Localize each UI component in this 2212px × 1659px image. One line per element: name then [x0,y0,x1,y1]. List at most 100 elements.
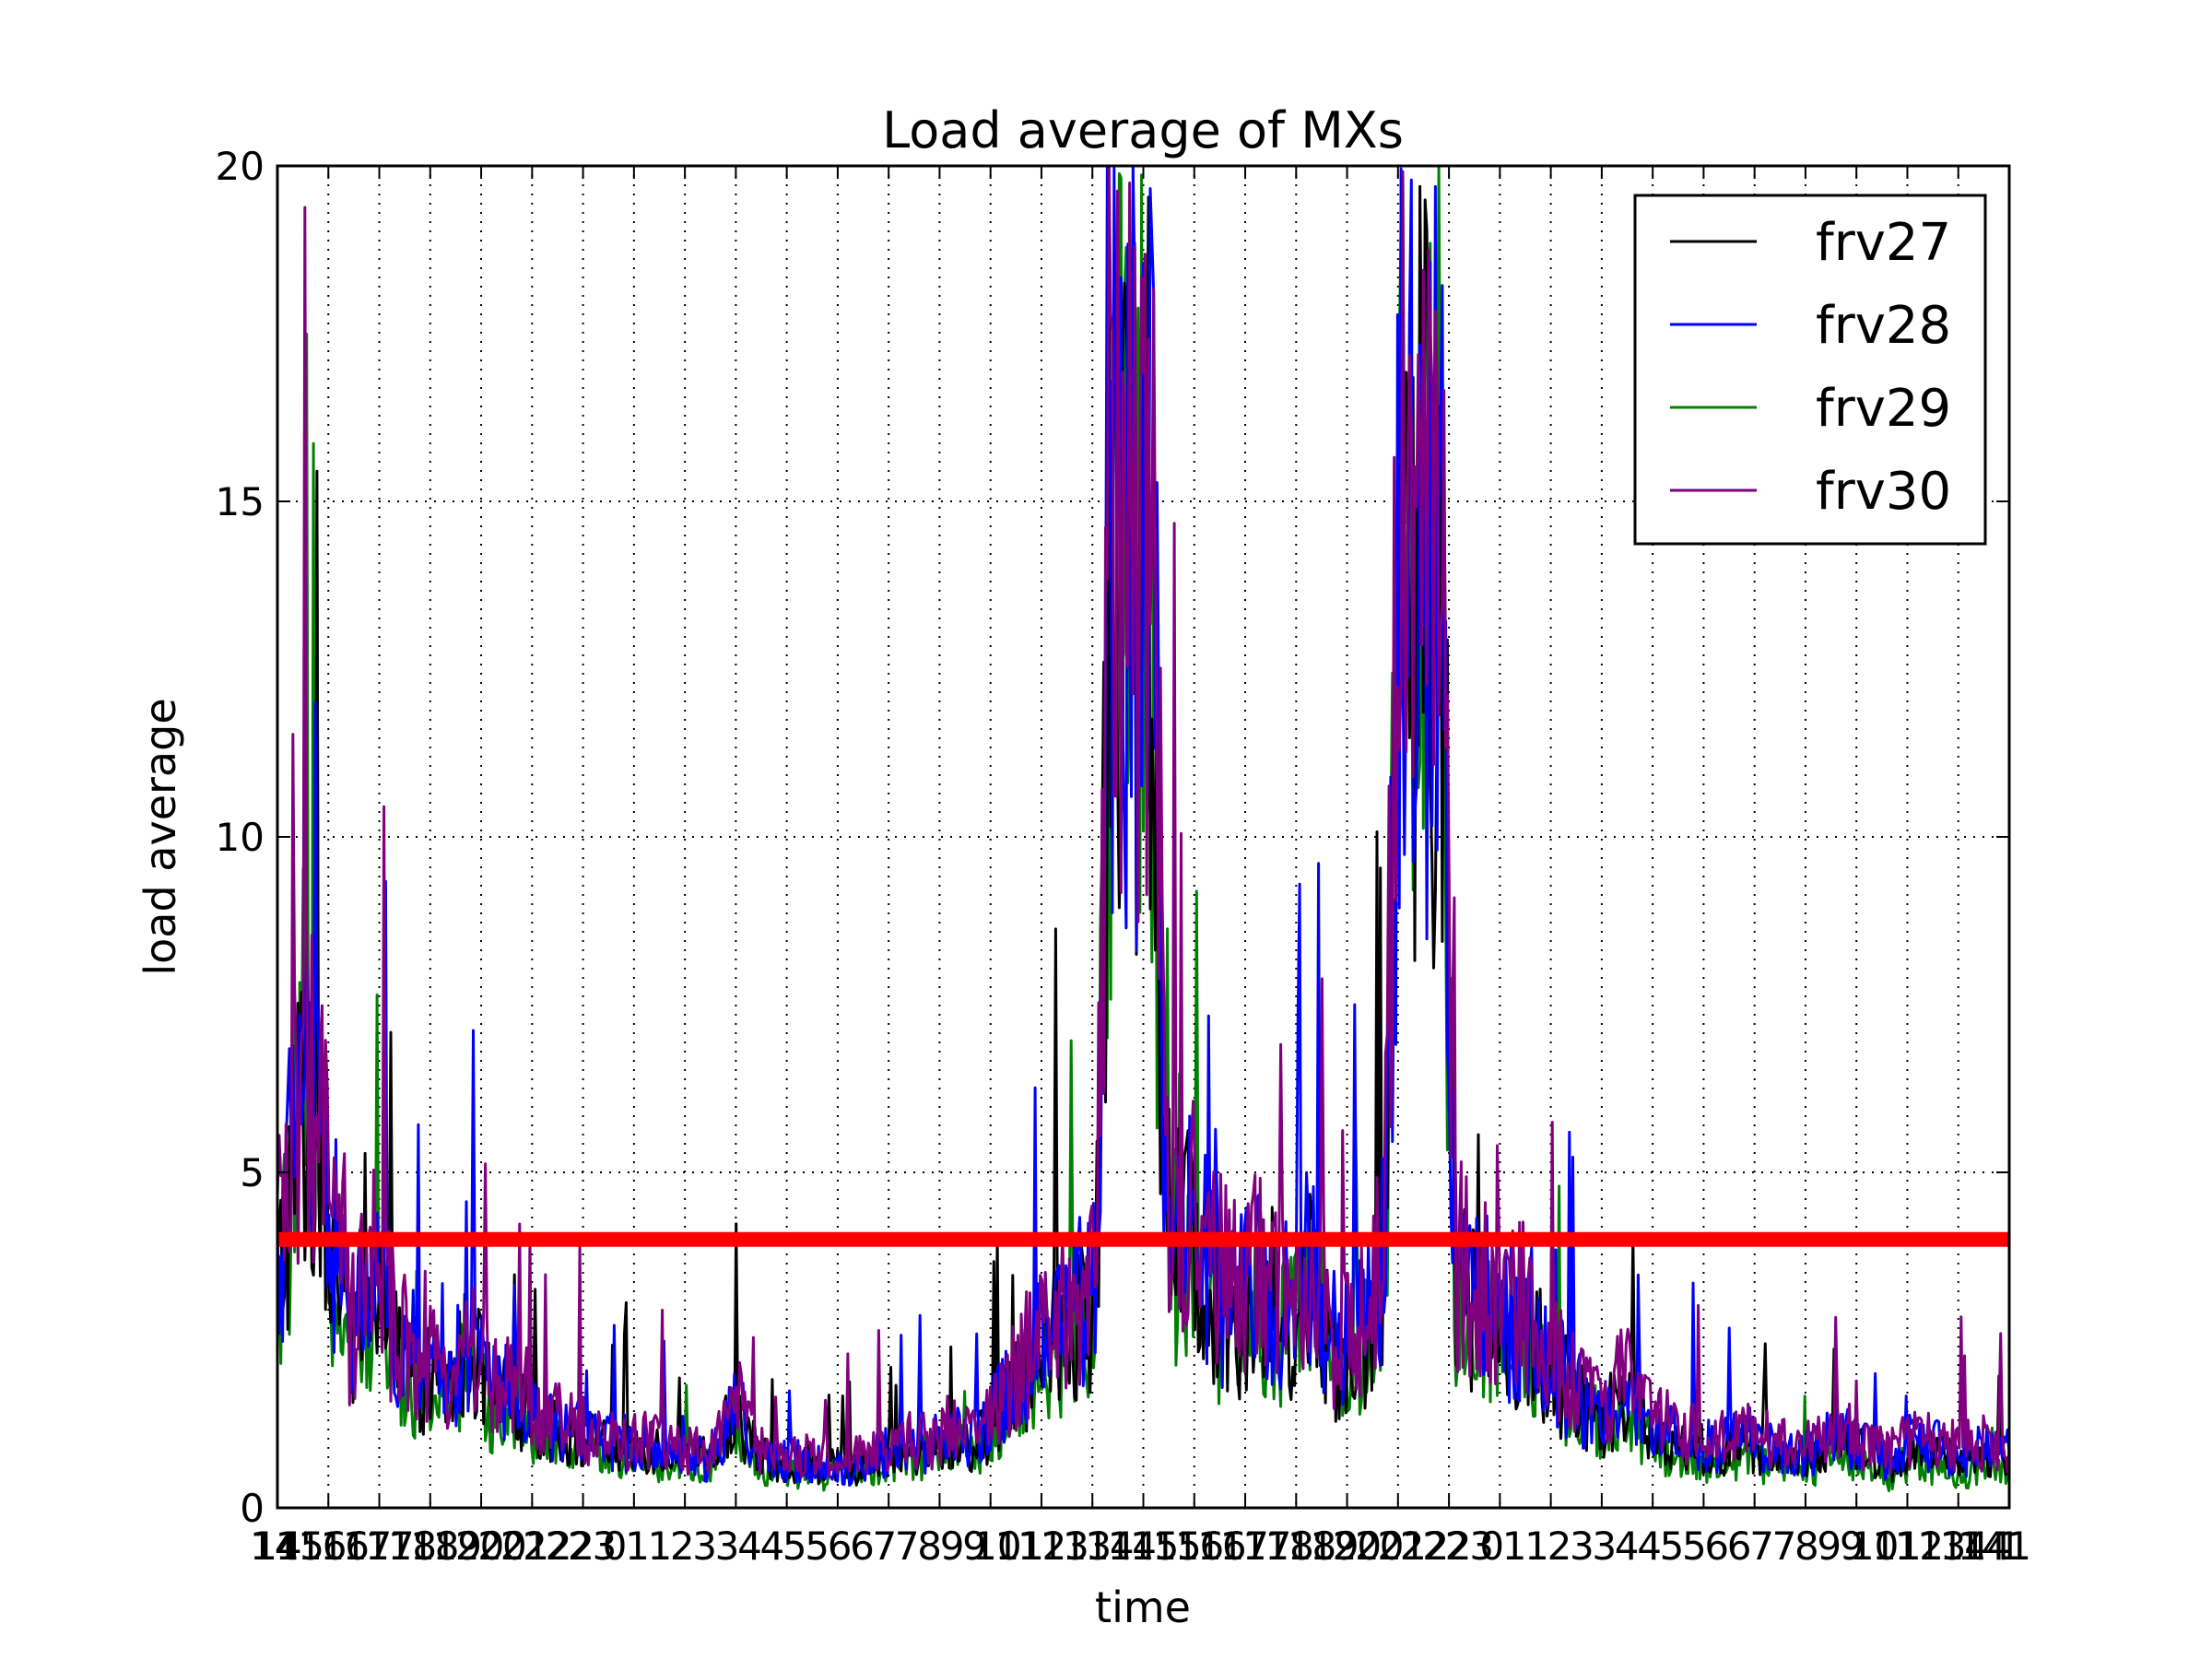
x-tick-label: 15 [1130,1524,1179,1569]
y-tick-labels: 0 5 10 15 20 [216,144,265,1531]
x-tick-label: 0 [1479,1524,1504,1569]
x-tick-label: 20 [1355,1524,1404,1569]
x-tick-label: 21 [1377,1524,1426,1569]
x-tick-label: 5 [1682,1524,1707,1569]
x-tick-label: 11 [1872,1524,1921,1569]
x-tick-label: 23 [568,1524,617,1569]
y-tick-label: 0 [240,1486,265,1531]
x-tick-label: 13 [1063,1524,1112,1569]
ticks [277,165,2009,1509]
x-tick-label: 22 [1400,1524,1449,1569]
x-tick-label: 17 [365,1524,414,1569]
legend-label-frv29: frv29 [1816,379,1951,439]
x-tick-label: 20 [477,1524,526,1569]
x-tick-label: 14 [1108,1524,1157,1569]
x-tick-label: 5 [1660,1524,1685,1569]
x-tick-label: 19 [432,1524,481,1569]
series-line-frv30 [276,164,2011,1478]
x-tick-label: 21 [500,1524,549,1569]
legend-label-frv28: frv28 [1816,296,1951,356]
x-tick-label: 23 [1445,1524,1494,1569]
x-tick-label: 5 [782,1524,807,1569]
x-tick-label: 1 [1997,1524,2022,1569]
x-tick-label: 20 [455,1524,504,1569]
x-tick-label: 18 [410,1524,459,1569]
x-tick-label: 12 [1018,1524,1066,1569]
y-tick-label: 20 [216,144,265,189]
legend-label-frv30: frv30 [1816,462,1951,522]
x-tick-label: 7 [873,1524,898,1569]
x-tick-label: 15 [1152,1524,1201,1569]
x-tick-label: 13 [1040,1524,1088,1569]
x-tick-label: 6 [850,1524,875,1569]
x-tick-label: 14 [1939,1524,1988,1569]
x-tick-label-last: 141 [1958,1524,2031,1569]
x-tick-label: 9 [1817,1524,1841,1569]
x-tick-label: 16 [298,1524,347,1569]
chart-title: Load average of MXs [882,101,1404,159]
x-tick-label: 13 [1917,1524,1966,1569]
x-tick-label: 1 [1502,1524,1527,1569]
x-tick-label: 17 [1220,1524,1269,1569]
x-tick-label: 22 [546,1524,594,1569]
x-tick-label: 1 [647,1524,672,1569]
x-tick-label: 4 [737,1524,762,1569]
y-axis-label: load average [135,698,185,975]
x-tick-label: 9 [1840,1524,1865,1569]
x-tick-label: 22 [1422,1524,1471,1569]
x-tick-label: 4 [759,1524,784,1569]
x-tick-label: 3 [692,1524,717,1569]
x-tick-label: 4 [1615,1524,1640,1569]
x-tick-label: 7 [895,1524,920,1569]
x-tick-label: 18 [1288,1524,1336,1569]
x-tick-label: 17 [1242,1524,1291,1569]
legend-box [1633,194,1987,546]
x-tick-label: 22 [523,1524,571,1569]
x-tick-label: 10 [972,1524,1021,1569]
y-tick-label: 5 [240,1150,265,1195]
x-tick-label: 16 [320,1524,369,1569]
series-lines [276,164,2011,1492]
y-tick-label: 10 [216,815,265,860]
x-tick-label-first: 14 [250,1524,299,1569]
x-tick-label: 8 [1794,1524,1819,1569]
x-axis-label: time [1095,1583,1191,1632]
x-tick-label: 5 [805,1524,830,1569]
x-tick-label: 17 [343,1524,392,1569]
x-tick-label: 3 [1570,1524,1594,1569]
x-tick-label: 20 [1333,1524,1382,1569]
x-tick-label: 19 [1310,1524,1359,1569]
x-tick-label: 3 [715,1524,740,1569]
x-tick-label: 14 [253,1524,301,1569]
x-tick-label: 2 [670,1524,695,1569]
x-tick-label: 1 [1524,1524,1549,1569]
x-tick-label: 9 [962,1524,987,1569]
x-tick-label: 2 [1547,1524,1572,1569]
x-tick-label: 15 [276,1524,324,1569]
y-tick-label: 15 [216,479,265,524]
x-tick-label: 4 [1637,1524,1662,1569]
x-tick-label: 16 [1197,1524,1246,1569]
legend: frv27 frv28 frv29 frv30 [1633,194,1987,546]
x-tick-label: 7 [1772,1524,1797,1569]
x-tick-labels: 1415161617171818192020212222230112334455… [250,1524,2031,1569]
x-tick-label: 8 [917,1524,942,1569]
x-tick-label: 6 [1727,1524,1752,1569]
x-tick-label: 18 [1265,1524,1313,1569]
series-line-frv28 [276,164,2011,1488]
x-tick-label: 11 [995,1524,1044,1569]
x-tick-label: 14 [1962,1524,2011,1569]
x-tick-label: 16 [1175,1524,1224,1569]
x-tick-label: 10 [1850,1524,1899,1569]
x-tick-label: 1 [625,1524,650,1569]
x-tick-label: 18 [388,1524,437,1569]
x-tick-label: 7 [1749,1524,1774,1569]
x-tick-label: 9 [940,1524,965,1569]
x-tick-label: 0 [603,1524,628,1569]
x-tick-label: 14 [1085,1524,1134,1569]
x-tick-label: 3 [1592,1524,1617,1569]
x-tick-label: 6 [828,1524,853,1569]
x-tick-label: 6 [1704,1524,1729,1569]
legend-label-frv27: frv27 [1816,213,1951,273]
